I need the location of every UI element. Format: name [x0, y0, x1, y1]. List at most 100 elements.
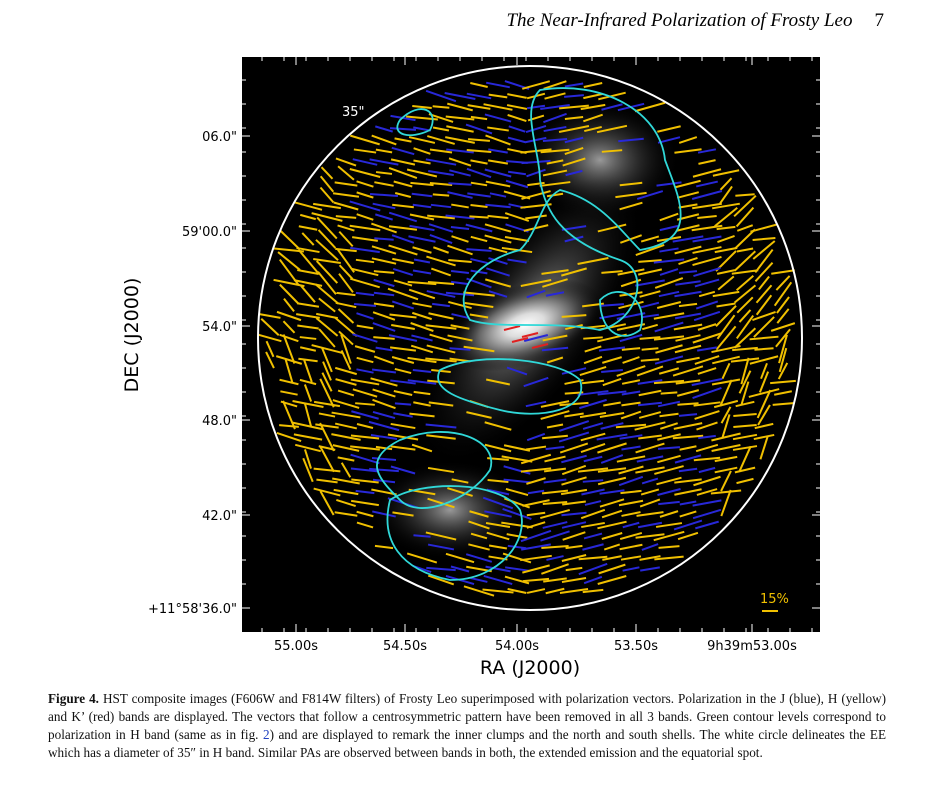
- vector: [371, 134, 397, 146]
- vector: [466, 167, 492, 179]
- vector: [734, 228, 756, 250]
- vector: [636, 365, 664, 377]
- vector: [597, 476, 627, 486]
- vector: [658, 500, 680, 506]
- vector: [311, 344, 343, 354]
- vector: [353, 148, 377, 154]
- vector: [659, 247, 679, 253]
- vector: [714, 466, 738, 474]
- vector: [691, 190, 723, 200]
- vector: [412, 203, 432, 209]
- vector: [561, 476, 587, 486]
- vector: [336, 498, 356, 508]
- vector: [758, 275, 770, 291]
- vector: [520, 279, 552, 287]
- vector: [410, 322, 434, 332]
- vector: [409, 412, 435, 418]
- vector: [466, 92, 492, 100]
- vector: [393, 390, 413, 396]
- y-tick-label: 48.0": [202, 414, 237, 429]
- vector: [370, 434, 398, 440]
- vector: [371, 245, 397, 255]
- vector: [280, 390, 298, 396]
- vector: [584, 500, 602, 506]
- vector: [484, 421, 512, 431]
- vector: [432, 302, 450, 308]
- vector: [564, 146, 584, 156]
- figure-link[interactable]: 2: [262, 727, 270, 742]
- vector: [525, 136, 547, 144]
- vector: [335, 215, 357, 219]
- vector: [506, 104, 528, 110]
- vector: [445, 291, 475, 297]
- vector: [334, 316, 358, 338]
- vector: [388, 225, 418, 231]
- vector: [336, 291, 356, 297]
- y-tick-label: 42.0": [202, 509, 237, 524]
- vector: [394, 192, 412, 198]
- vector: [777, 362, 789, 380]
- vector: [564, 82, 584, 88]
- vector: [754, 262, 774, 282]
- vector: [599, 312, 625, 320]
- vector: [265, 351, 275, 369]
- vector: [426, 255, 456, 267]
- vector: [393, 412, 413, 418]
- vector: [375, 171, 393, 175]
- vector: [546, 356, 564, 364]
- vector: [373, 291, 395, 297]
- vector: [430, 267, 452, 277]
- vector: [577, 390, 609, 396]
- vector: [692, 246, 722, 254]
- vector: [752, 237, 776, 241]
- vector: [283, 297, 295, 313]
- vector: [520, 467, 552, 473]
- vector: [603, 543, 621, 551]
- vector: [488, 148, 508, 154]
- vector: [503, 325, 521, 331]
- vector: [561, 577, 587, 583]
- vector: [657, 125, 681, 133]
- scale-label: 15%: [760, 592, 789, 607]
- vector: [771, 269, 795, 275]
- vector: [371, 222, 397, 234]
- vector: [373, 302, 395, 308]
- vector: [672, 235, 704, 243]
- vector: [672, 365, 704, 377]
- x-tick-label: 9h39m53.00s: [707, 639, 797, 654]
- vector: [413, 534, 431, 538]
- vector: [392, 267, 414, 277]
- vector: [521, 159, 551, 165]
- vector: [621, 401, 641, 407]
- vector: [334, 511, 358, 517]
- vector: [313, 202, 341, 210]
- vector: [565, 566, 583, 572]
- vector: [489, 192, 507, 198]
- vector: [698, 466, 716, 474]
- vector: [692, 235, 722, 243]
- vector: [659, 212, 679, 222]
- vector: [279, 424, 299, 428]
- vector: [778, 347, 788, 373]
- vector: [539, 181, 571, 187]
- vector: [391, 323, 415, 331]
- vector: [678, 136, 698, 144]
- vector: [581, 379, 605, 385]
- vector: [698, 290, 716, 298]
- vector: [653, 258, 685, 264]
- vector: [338, 230, 354, 248]
- vector: [674, 478, 702, 484]
- vector: [577, 467, 609, 473]
- vector: [373, 355, 395, 365]
- vector: [711, 344, 741, 354]
- vector: [732, 433, 758, 441]
- vector: [638, 259, 662, 263]
- vector: [561, 511, 587, 517]
- vector: [503, 444, 531, 452]
- vector: [313, 258, 341, 264]
- vector: [772, 402, 794, 406]
- vector: [775, 275, 791, 291]
- vector: [390, 422, 416, 430]
- vector: [697, 346, 717, 352]
- vector: [720, 470, 732, 492]
